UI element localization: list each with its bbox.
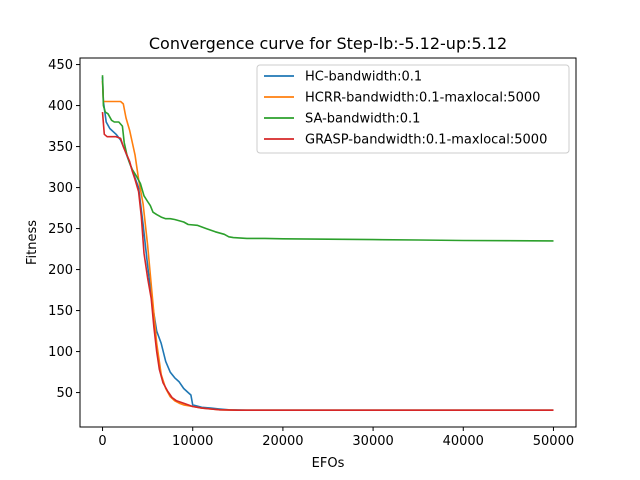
series-group — [101, 75, 554, 411]
series-line — [101, 112, 554, 411]
legend-box — [256, 64, 570, 154]
x-tick-label: 0 — [98, 434, 106, 449]
x-tick-label: 40000 — [443, 434, 484, 449]
y-tick-label: 400 — [48, 99, 73, 114]
legend: HC-bandwidth:0.1 HCRR-bandwidth:0.1-maxlo… — [256, 64, 570, 154]
y-tick-label: 350 — [48, 140, 73, 155]
series-line — [101, 76, 554, 411]
y-tick-label: 200 — [48, 263, 73, 278]
y-tick-label: 250 — [48, 222, 73, 237]
series-line — [101, 75, 554, 242]
plot-frame — [79, 57, 577, 428]
x-tick-label: 30000 — [352, 434, 393, 449]
x-tick-label: 50000 — [533, 434, 574, 449]
x-axis-label: EFOs — [312, 456, 345, 471]
y-tick-label: 100 — [48, 345, 73, 360]
y-tick-label: 300 — [48, 181, 73, 196]
y-tick-label: 50 — [56, 386, 73, 401]
legend-label: HCRR-bandwidth:0.1-maxlocal:5000 — [305, 91, 540, 106]
y-axis-label: Fitness — [25, 220, 40, 265]
legend-label: HC-bandwidth:0.1 — [305, 70, 422, 85]
x-tick-label: 20000 — [262, 434, 303, 449]
x-tick-label: 10000 — [172, 434, 213, 449]
y-tick-label: 450 — [48, 58, 73, 73]
y-tick-label: 150 — [48, 304, 73, 319]
chart-title: Convergence curve for Step-lb:-5.12-up:5… — [149, 34, 507, 53]
legend-label: GRASP-bandwidth:0.1-maxlocal:5000 — [305, 133, 547, 148]
legend-label: SA-bandwidth:0.1 — [305, 112, 420, 127]
y-axis: 50 100 150 200 250 300 350 400 450 — [48, 58, 80, 401]
x-axis: 0 10000 20000 30000 40000 50000 — [98, 427, 574, 449]
